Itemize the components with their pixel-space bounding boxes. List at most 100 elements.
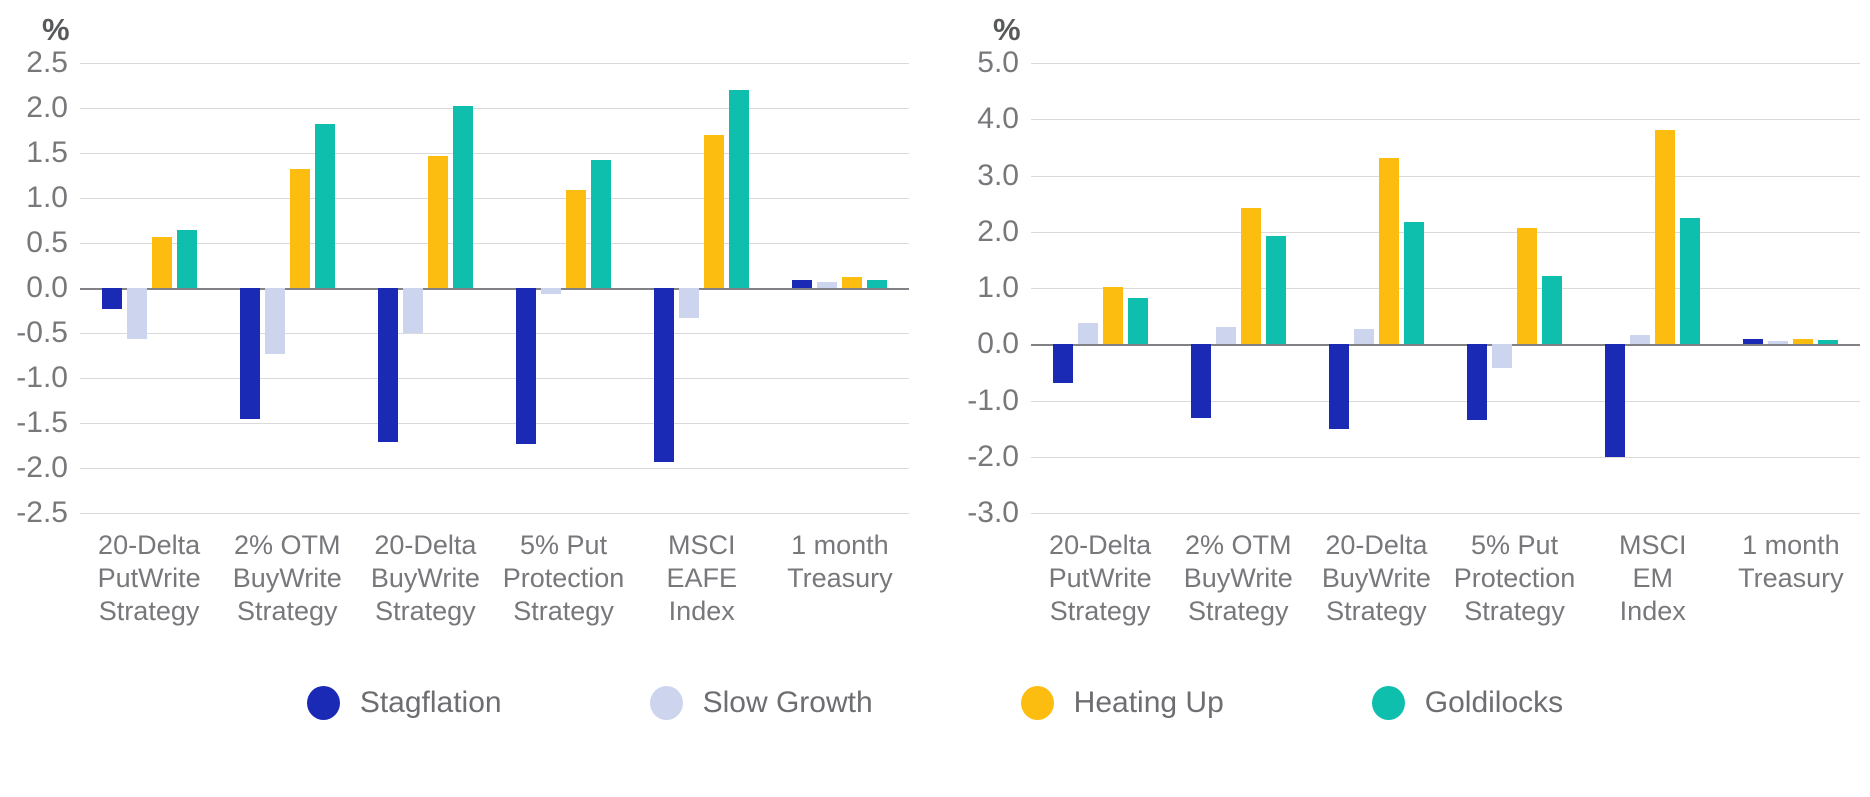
y-tick-label: 5.0 (977, 46, 1019, 79)
x-category-label: 20-Delta BuyWrite Strategy (1321, 530, 1431, 626)
x-category-label: MSCI EM Index (1618, 530, 1687, 626)
charts-row: % 2.5 2.0 1.5 1.0 0.5 0.0 -0.5 -1.0 -1.5 -2.0 -2.5… (0, 10, 1870, 628)
bar-slow-growth (1630, 334, 1651, 345)
y-tick-label: 0.0 (26, 271, 68, 304)
gridline (80, 108, 909, 109)
gridline (80, 513, 909, 514)
bar-group-20-delta-buywrite-strategy (1307, 63, 1445, 513)
bar-group-1-month-treasury (771, 63, 909, 513)
bar-slow-growth (1353, 329, 1374, 345)
bar-heating-up (1102, 286, 1123, 345)
plot-area-em (1031, 63, 1860, 514)
legend-label: Slow Growth (702, 686, 873, 719)
x-category-label: 20-Delta PutWrite Strategy (97, 530, 201, 626)
y-tick-label: -1.0 (16, 361, 68, 394)
bar-slow-growth (1077, 323, 1098, 345)
x-category-label: 20-Delta BuyWrite Strategy (370, 530, 480, 626)
gridline (80, 378, 909, 379)
chart-msci-em: % 5.0 4.0 3.0 2.0 1.0 0.0 -1.0 -2.0 -3.0 20-Delt… (967, 10, 1860, 628)
gridline (1031, 175, 1860, 177)
bar-heating-up (151, 236, 172, 288)
bar-heating-up (842, 277, 863, 288)
gridline (80, 333, 909, 334)
bar-stagflation (101, 288, 122, 309)
y-tick-label: 2.0 (977, 214, 1019, 248)
bar-goldilocks (452, 106, 473, 288)
bar-goldilocks (1127, 297, 1148, 345)
y-tick-label: 0.0 (977, 327, 1019, 361)
x-category-label: 1 month Treasury (1738, 530, 1844, 593)
gridline (80, 198, 909, 199)
y-tick-label: -3.0 (967, 496, 1019, 529)
y-axis-unit-label: % (993, 12, 1021, 47)
y-tick-label: 0.5 (26, 226, 68, 259)
bar-slow-growth (1215, 326, 1236, 345)
bar-heating-up (1793, 338, 1814, 345)
bar-goldilocks (591, 160, 612, 288)
gridline (1031, 231, 1860, 233)
legend-label: Heating Up (1073, 686, 1224, 719)
y-tick-label: -2.5 (16, 496, 68, 529)
legend-label: Stagflation (359, 686, 502, 719)
bar-group-20-delta-putwrite-strategy (80, 63, 218, 513)
gridline (1031, 400, 1860, 402)
y-tick-label: -1.5 (16, 406, 68, 439)
bar-heating-up (289, 169, 310, 288)
plot-area-eafe (80, 63, 909, 514)
y-tick-label: 2.0 (26, 91, 68, 124)
gridline (1031, 119, 1860, 121)
bar-goldilocks (1680, 218, 1701, 345)
bar-slow-growth (541, 288, 562, 295)
y-tick-label: 4.0 (977, 102, 1019, 136)
legend-item-stagflation: Stagflation (306, 686, 502, 720)
bar-group-2-otm-buywrite-strategy (1169, 63, 1307, 513)
gridline (80, 153, 909, 154)
bar-goldilocks (1542, 276, 1563, 345)
bar-heating-up (427, 155, 448, 288)
legend-marker-stagflation (306, 686, 340, 720)
chart-msci-eafe: % 2.5 2.0 1.5 1.0 0.5 0.0 -0.5 -1.0 -1.5 -2.0 -2.5… (16, 10, 909, 628)
zero-baseline (1031, 344, 1860, 347)
bar-slow-growth (264, 288, 285, 354)
bar-group-20-delta-putwrite-strategy (1031, 63, 1169, 513)
legend-marker-slow-growth (649, 686, 683, 720)
bar-group-msci-eafe-index (633, 63, 771, 513)
bar-group-1-month-treasury (1722, 63, 1860, 513)
x-category-label: MSCI EAFE Index (666, 530, 737, 626)
gridline (80, 423, 909, 424)
gridline (80, 243, 909, 244)
legend-item-slow-growth: Slow Growth (649, 686, 873, 720)
bar-stagflation (239, 288, 260, 419)
bar-group-20-delta-buywrite-strategy (356, 63, 494, 513)
y-tick-label: 3.0 (977, 158, 1019, 192)
gridline (1031, 456, 1860, 458)
bar-group-5-put-protection-strategy (495, 63, 633, 513)
bar-goldilocks (314, 124, 335, 288)
gridline (1031, 513, 1860, 514)
bar-slow-growth (402, 288, 423, 333)
zero-baseline (80, 288, 909, 290)
gridline (1031, 288, 1860, 289)
y-axis-em: 5.0 4.0 3.0 2.0 1.0 0.0 -1.0 -2.0 -3.0 (967, 46, 1031, 529)
x-category-label: 2% OTM BuyWrite Strategy (1183, 530, 1293, 626)
y-tick-label: 1.5 (26, 136, 68, 169)
bar-stagflation (792, 279, 813, 288)
x-category-label: 1 month Treasury (787, 530, 893, 593)
legend-item-heating-up: Heating Up (1020, 686, 1224, 720)
bar-stagflation (1190, 344, 1211, 418)
y-axis-unit-label: % (42, 12, 70, 47)
bar-stagflation (1052, 344, 1073, 383)
legend-item-goldilocks: Goldilocks (1371, 686, 1563, 720)
y-tick-label: 2.5 (26, 46, 68, 79)
y-tick-label: -1.0 (967, 383, 1019, 417)
bar-stagflation (1605, 344, 1626, 457)
bar-stagflation (377, 288, 398, 442)
bar-slow-growth (679, 288, 700, 318)
bar-stagflation (1328, 344, 1349, 430)
x-category-label: 5% Put Protection Strategy (1453, 530, 1576, 626)
y-tick-label: -2.0 (967, 439, 1019, 473)
bar-goldilocks (1818, 339, 1839, 345)
bar-stagflation (1467, 344, 1488, 421)
bar-goldilocks (1265, 235, 1286, 345)
